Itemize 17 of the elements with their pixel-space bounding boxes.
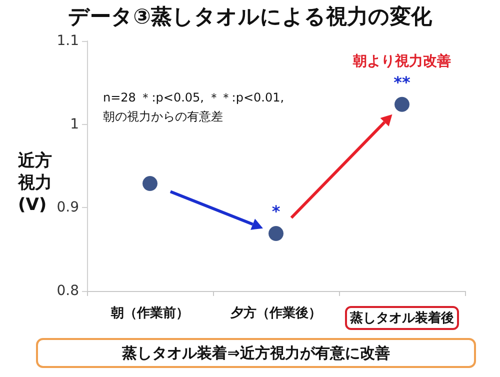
annotation: * bbox=[272, 202, 281, 221]
y-axis-title: 近方視力(V) bbox=[17, 151, 52, 215]
point bbox=[394, 96, 410, 112]
point bbox=[142, 176, 158, 191]
x-tick-label: 蒸しタオル装着後 bbox=[349, 310, 454, 326]
y-tick-label: 0.9 bbox=[56, 200, 79, 216]
point bbox=[268, 226, 284, 241]
x-tick-label: 朝（作業前） bbox=[110, 306, 189, 321]
y-tick-label: 1.1 bbox=[56, 33, 79, 49]
y-tick-label: 1 bbox=[70, 116, 79, 132]
text: 蒸しタオル装着⇒近方視力が有意に改善 bbox=[36, 338, 476, 368]
annotation: ** bbox=[394, 72, 411, 92]
chart-title: データ③蒸しタオルによる視力の変化 bbox=[68, 4, 433, 28]
x-tick-label: 夕方（作業後） bbox=[230, 305, 322, 321]
annotation: n=28 ＊:p<0.05, ＊＊:p<0.01, 朝の視力からの有意差 bbox=[103, 90, 284, 124]
y-tick-label: 0.8 bbox=[56, 283, 79, 299]
annotation: 朝より視力改善 bbox=[352, 52, 451, 70]
